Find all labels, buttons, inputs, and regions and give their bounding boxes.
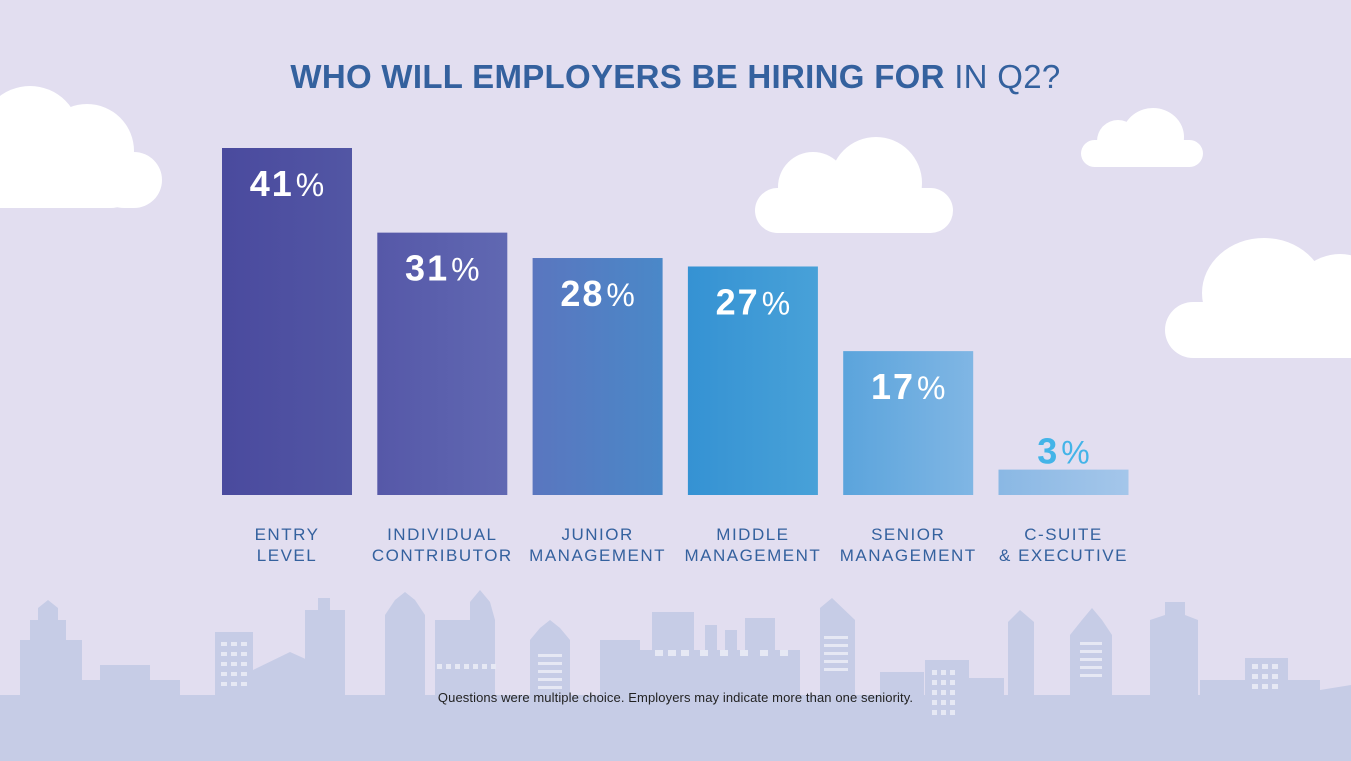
chart-title: WHO WILL EMPLOYERS BE HIRING FOR IN Q2? <box>0 58 1351 96</box>
category-label-1-line-0: INDIVIDUAL <box>387 525 497 544</box>
category-label-4-line-1: MANAGEMENT <box>840 546 977 565</box>
chart-title-light: IN Q2? <box>954 58 1061 95</box>
category-label-3-line-0: MIDDLE <box>716 525 789 544</box>
bar-0 <box>222 148 352 495</box>
chart-title-bold: WHO WILL EMPLOYERS BE HIRING FOR <box>290 58 945 95</box>
value-label-0: 41% <box>250 163 325 204</box>
bar-4 <box>843 351 974 495</box>
bar-2 <box>532 258 663 495</box>
category-label-5-line-0: C-SUITE <box>1024 525 1103 544</box>
category-label-3-line-1: MANAGEMENT <box>684 546 821 565</box>
value-label-3: 27% <box>716 281 791 322</box>
value-label-2: 28% <box>560 273 635 314</box>
category-label-0-line-1: LEVEL <box>257 546 317 565</box>
value-label-4: 17% <box>871 366 946 407</box>
footnote: Questions were multiple choice. Employer… <box>437 690 914 705</box>
value-label-5: 3% <box>1037 431 1089 472</box>
city-skyline-illustration <box>0 590 1351 761</box>
bar-1 <box>377 232 508 495</box>
value-label-1: 31% <box>405 248 480 289</box>
category-label-4-line-0: SENIOR <box>871 525 945 544</box>
category-label-1-line-1: CONTRIBUTOR <box>372 546 513 565</box>
category-label-2-line-0: JUNIOR <box>561 525 633 544</box>
bar-5 <box>998 469 1129 495</box>
bar-3 <box>687 266 818 495</box>
category-label-0-line-0: ENTRY <box>255 525 320 544</box>
category-label-2-line-1: MANAGEMENT <box>529 546 666 565</box>
category-label-5-line-1: & EXECUTIVE <box>999 546 1128 565</box>
bar-chart: 41% 31% 28% 27% 17% 3% ENTRY LEVEL INDIVIDUAL CO… <box>222 148 1129 565</box>
